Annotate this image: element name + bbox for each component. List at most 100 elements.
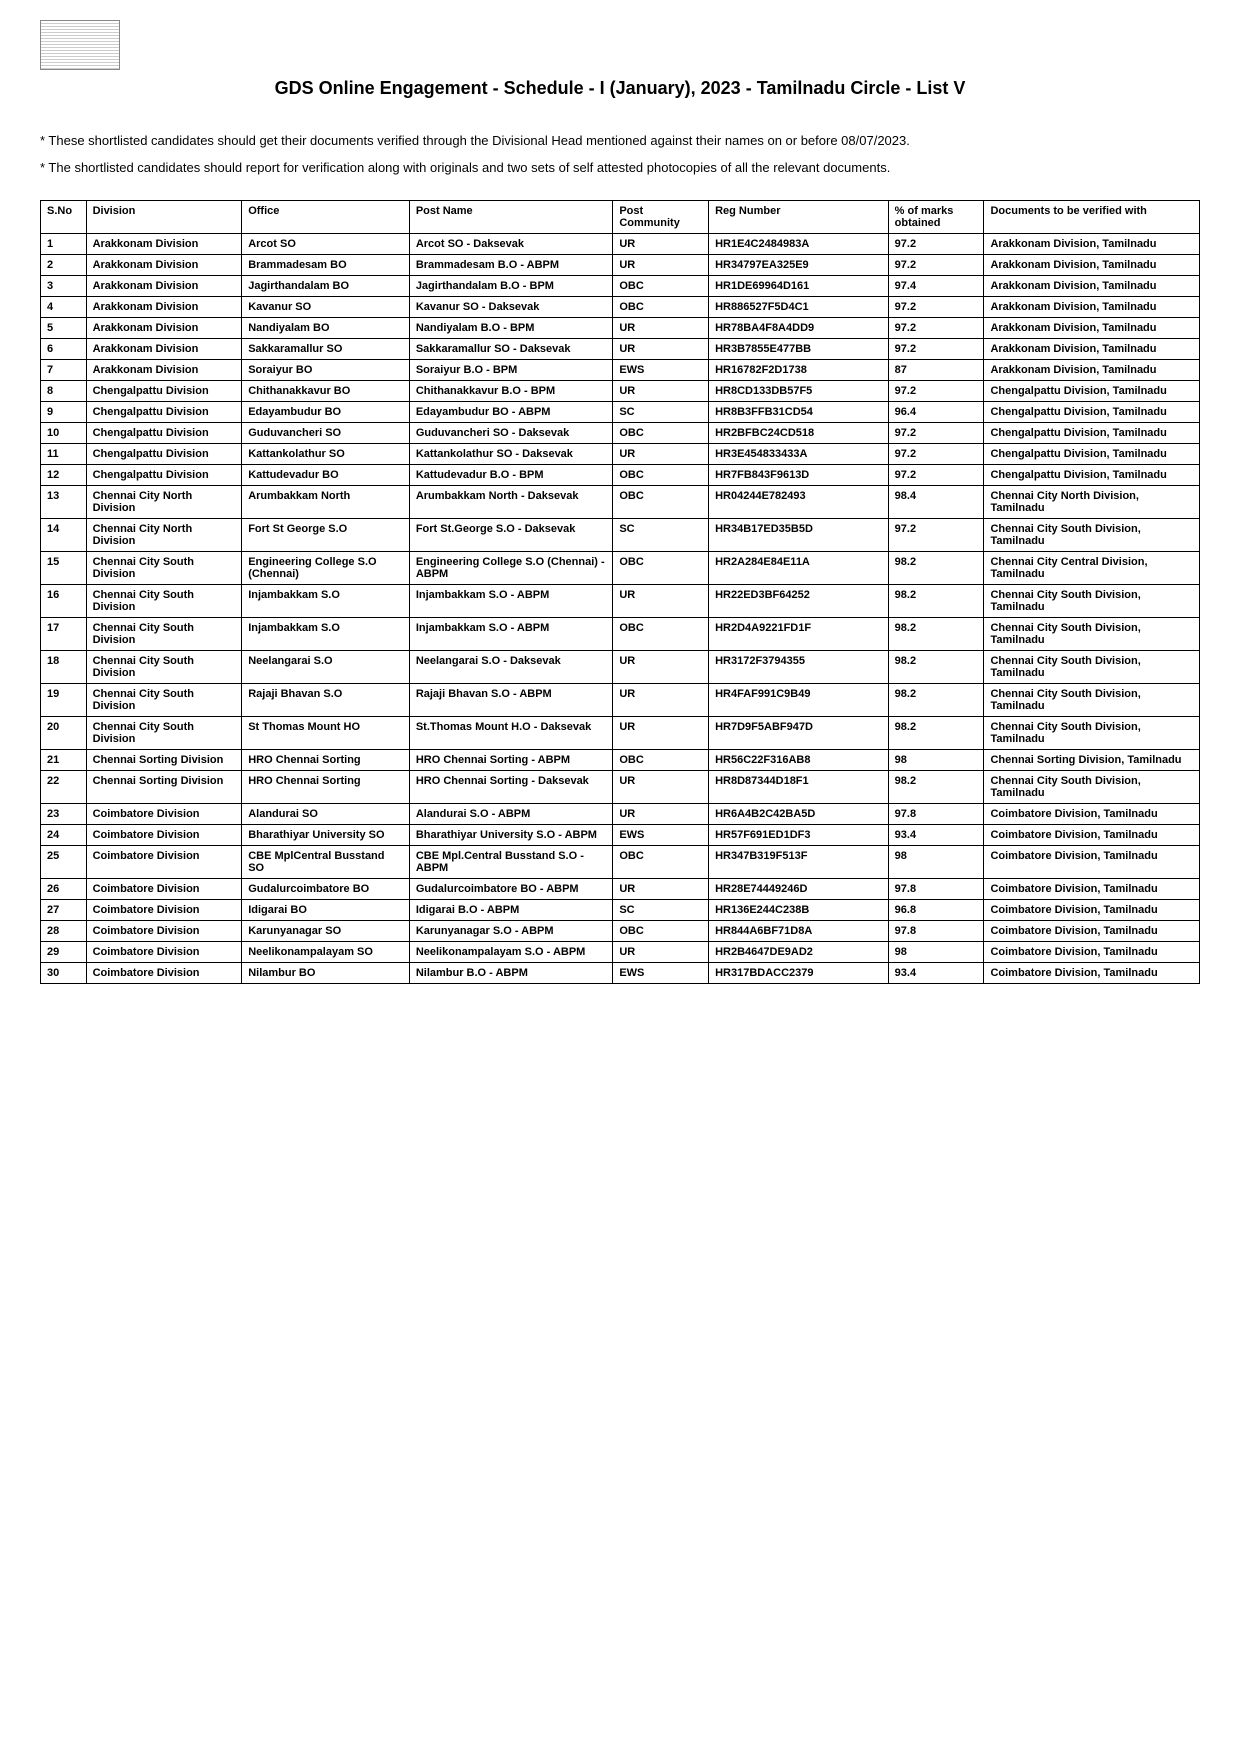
cell-reg: HR22ED3BF64252	[709, 584, 889, 617]
cell-division: Coimbatore Division	[86, 824, 242, 845]
cell-office: Idigarai BO	[242, 899, 410, 920]
cell-office: Soraiyur BO	[242, 359, 410, 380]
cell-docs: Coimbatore Division, Tamilnadu	[984, 941, 1200, 962]
cell-postname: CBE Mpl.Central Busstand S.O - ABPM	[409, 845, 613, 878]
table-row: 1Arakkonam DivisionArcot SOArcot SO - Da…	[41, 233, 1200, 254]
cell-community: SC	[613, 518, 709, 551]
table-row: 28Coimbatore DivisionKarunyanagar SOKaru…	[41, 920, 1200, 941]
cell-docs: Chennai City South Division, Tamilnadu	[984, 770, 1200, 803]
cell-docs: Chennai City South Division, Tamilnadu	[984, 683, 1200, 716]
cell-division: Chennai Sorting Division	[86, 770, 242, 803]
table-row: 29Coimbatore DivisionNeelikonampalayam S…	[41, 941, 1200, 962]
cell-docs: Coimbatore Division, Tamilnadu	[984, 962, 1200, 983]
cell-reg: HR57F691ED1DF3	[709, 824, 889, 845]
cell-marks: 97.8	[888, 878, 984, 899]
cell-reg: HR8B3FFB31CD54	[709, 401, 889, 422]
cell-office: Neelikonampalayam SO	[242, 941, 410, 962]
cell-division: Arakkonam Division	[86, 338, 242, 359]
cell-marks: 98.4	[888, 485, 984, 518]
cell-division: Chengalpattu Division	[86, 380, 242, 401]
cell-docs: Arakkonam Division, Tamilnadu	[984, 317, 1200, 338]
cell-postname: Nilambur B.O - ABPM	[409, 962, 613, 983]
cell-postname: HRO Chennai Sorting - ABPM	[409, 749, 613, 770]
cell-sno: 21	[41, 749, 87, 770]
cell-community: UR	[613, 317, 709, 338]
notice-line-1: * These shortlisted candidates should ge…	[40, 129, 1200, 152]
cell-reg: HR1DE69964D161	[709, 275, 889, 296]
cell-office: Rajaji Bhavan S.O	[242, 683, 410, 716]
cell-sno: 28	[41, 920, 87, 941]
cell-office: Injambakkam S.O	[242, 617, 410, 650]
cell-division: Arakkonam Division	[86, 254, 242, 275]
cell-docs: Chennai Sorting Division, Tamilnadu	[984, 749, 1200, 770]
cell-office: Kavanur SO	[242, 296, 410, 317]
cell-marks: 98.2	[888, 551, 984, 584]
cell-community: EWS	[613, 962, 709, 983]
cell-marks: 98.2	[888, 770, 984, 803]
cell-office: Engineering College S.O (Chennai)	[242, 551, 410, 584]
table-row: 4Arakkonam DivisionKavanur SOKavanur SO …	[41, 296, 1200, 317]
cell-reg: HR1E4C2484983A	[709, 233, 889, 254]
cell-sno: 11	[41, 443, 87, 464]
cell-docs: Coimbatore Division, Tamilnadu	[984, 878, 1200, 899]
cell-community: UR	[613, 380, 709, 401]
cell-office: Arcot SO	[242, 233, 410, 254]
header-marks: % of marks obtained	[888, 200, 984, 233]
cell-reg: HR886527F5D4C1	[709, 296, 889, 317]
cell-reg: HR16782F2D1738	[709, 359, 889, 380]
cell-office: Kattudevadur BO	[242, 464, 410, 485]
cell-marks: 98	[888, 845, 984, 878]
cell-postname: Kattudevadur B.O - BPM	[409, 464, 613, 485]
table-row: 18Chennai City South Division Neelangarai…	[41, 650, 1200, 683]
cell-reg: HR3B7855E477BB	[709, 338, 889, 359]
cell-marks: 98	[888, 941, 984, 962]
cell-marks: 98.2	[888, 716, 984, 749]
cell-community: OBC	[613, 845, 709, 878]
cell-division: Coimbatore Division	[86, 845, 242, 878]
cell-division: Chennai City South Division	[86, 551, 242, 584]
cell-sno: 16	[41, 584, 87, 617]
cell-docs: Chengalpattu Division, Tamilnadu	[984, 380, 1200, 401]
cell-community: EWS	[613, 359, 709, 380]
cell-office: Jagirthandalam BO	[242, 275, 410, 296]
cell-postname: Brammadesam B.O - ABPM	[409, 254, 613, 275]
cell-community: EWS	[613, 824, 709, 845]
candidates-table: S.No Division Office Post Name Post Comm…	[40, 200, 1200, 984]
cell-community: OBC	[613, 920, 709, 941]
cell-community: UR	[613, 338, 709, 359]
cell-community: OBC	[613, 551, 709, 584]
cell-division: Chennai City South Division	[86, 650, 242, 683]
cell-sno: 18	[41, 650, 87, 683]
cell-division: Chengalpattu Division	[86, 464, 242, 485]
notice-block: * These shortlisted candidates should ge…	[40, 129, 1200, 180]
cell-reg: HR8CD133DB57F5	[709, 380, 889, 401]
table-row: 14Chennai City North DivisionFort St Geo…	[41, 518, 1200, 551]
cell-marks: 97.8	[888, 803, 984, 824]
table-row: 17Chennai City South DivisionInjambakkam…	[41, 617, 1200, 650]
cell-postname: Neelikonampalayam S.O - ABPM	[409, 941, 613, 962]
cell-reg: HR34B17ED35B5D	[709, 518, 889, 551]
cell-docs: Chennai City North Division, Tamilnadu	[984, 485, 1200, 518]
cell-postname: Arumbakkam North - Daksevak	[409, 485, 613, 518]
header-division: Division	[86, 200, 242, 233]
cell-docs: Coimbatore Division, Tamilnadu	[984, 920, 1200, 941]
table-row: 2Arakkonam DivisionBrammadesam BOBrammad…	[41, 254, 1200, 275]
table-row: 10Chengalpattu DivisionGuduvancheri SOGu…	[41, 422, 1200, 443]
cell-docs: Chennai City South Division, Tamilnadu	[984, 716, 1200, 749]
table-row: 20Chennai City South DivisionSt Thomas M…	[41, 716, 1200, 749]
cell-division: Arakkonam Division	[86, 233, 242, 254]
cell-division: Chennai Sorting Division	[86, 749, 242, 770]
cell-office: CBE MplCentral Busstand SO	[242, 845, 410, 878]
table-row: 7Arakkonam DivisionSoraiyur BOSoraiyur B…	[41, 359, 1200, 380]
cell-division: Chengalpattu Division	[86, 443, 242, 464]
cell-postname: Neelangarai S.O - Daksevak	[409, 650, 613, 683]
cell-office: Chithanakkavur BO	[242, 380, 410, 401]
cell-postname: Engineering College S.O (Chennai) - ABPM	[409, 551, 613, 584]
table-row: 12Chengalpattu DivisionKattudevadur BOKa…	[41, 464, 1200, 485]
cell-postname: Kavanur SO - Daksevak	[409, 296, 613, 317]
cell-community: UR	[613, 650, 709, 683]
cell-office: Bharathiyar University SO	[242, 824, 410, 845]
cell-marks: 96.8	[888, 899, 984, 920]
cell-docs: Arakkonam Division, Tamilnadu	[984, 233, 1200, 254]
cell-sno: 4	[41, 296, 87, 317]
